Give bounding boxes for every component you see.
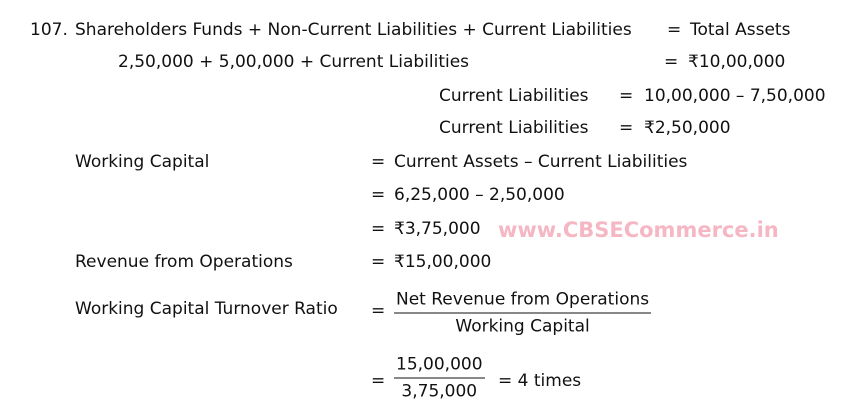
text: ₹2,50,000 [644,118,731,138]
text: Working Capital Turnover Ratio [75,299,338,319]
text: ₹10,00,000 [688,52,786,72]
watermark: www.CBSECommerce.in [498,218,779,242]
equals: = [371,152,386,172]
numerator: 15,00,000 [394,355,485,379]
equals: = [371,252,386,272]
fraction: 15,00,000 3,75,000 [394,355,485,402]
text: Shareholders Funds + Non-Current Liabili… [75,20,632,40]
text: ₹3,75,000 [394,219,481,239]
equals: = [667,20,682,40]
equals: = [371,371,386,391]
equals: = [619,118,634,138]
text: 10,00,000 – 7,50,000 [644,86,826,106]
question-number: 107. [30,20,68,40]
text: Current Assets – Current Liabilities [394,152,688,172]
equals: = [371,219,386,239]
equals: = [619,86,634,106]
text: Current Liabilities [439,86,589,106]
numerator: Net Revenue from Operations [394,290,652,314]
equals: = [371,185,386,205]
result: = 4 times [498,371,582,391]
text: ₹15,00,000 [394,252,492,272]
equals: = [371,301,386,321]
equals: = [664,52,679,72]
denominator: 3,75,000 [401,381,478,402]
text: Working Capital [75,152,210,172]
text: Total Assets [690,20,791,40]
text: 2,50,000 + 5,00,000 + Current Liabilitie… [118,52,470,72]
text: Revenue from Operations [75,252,293,272]
text: Current Liabilities [439,118,589,138]
fraction: Net Revenue from Operations Working Capi… [394,290,652,337]
text: 6,25,000 – 2,50,000 [394,185,565,205]
denominator: Working Capital [455,316,590,337]
